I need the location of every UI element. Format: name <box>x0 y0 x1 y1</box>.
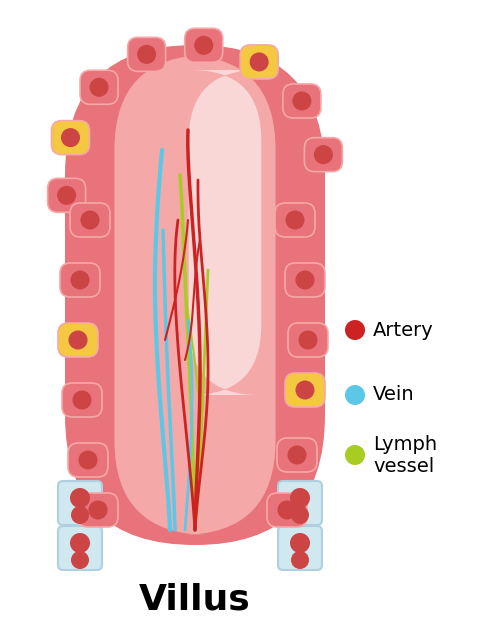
Circle shape <box>286 210 305 230</box>
Circle shape <box>70 488 90 508</box>
Circle shape <box>293 91 312 110</box>
Circle shape <box>194 36 213 55</box>
Circle shape <box>79 451 98 470</box>
FancyBboxPatch shape <box>62 383 102 417</box>
FancyBboxPatch shape <box>68 443 108 477</box>
Circle shape <box>291 551 309 569</box>
Circle shape <box>90 78 109 97</box>
FancyBboxPatch shape <box>52 121 90 155</box>
FancyBboxPatch shape <box>58 323 98 357</box>
FancyBboxPatch shape <box>285 263 325 297</box>
Circle shape <box>89 500 108 520</box>
FancyBboxPatch shape <box>48 178 86 212</box>
FancyBboxPatch shape <box>267 493 307 527</box>
Circle shape <box>296 381 315 399</box>
Circle shape <box>278 500 297 520</box>
FancyBboxPatch shape <box>185 28 223 63</box>
FancyBboxPatch shape <box>278 481 322 525</box>
Circle shape <box>71 551 89 569</box>
Circle shape <box>290 533 310 553</box>
Text: Artery: Artery <box>373 321 434 339</box>
FancyBboxPatch shape <box>275 203 315 237</box>
Text: Villus: Villus <box>139 583 251 617</box>
Text: Vein: Vein <box>373 386 415 404</box>
FancyBboxPatch shape <box>285 373 325 407</box>
Circle shape <box>299 331 318 349</box>
Circle shape <box>296 270 315 289</box>
Circle shape <box>70 533 90 553</box>
Circle shape <box>71 506 89 524</box>
FancyBboxPatch shape <box>283 84 321 118</box>
FancyBboxPatch shape <box>60 263 100 297</box>
FancyBboxPatch shape <box>305 138 342 172</box>
Circle shape <box>73 391 92 409</box>
Circle shape <box>81 210 100 230</box>
Circle shape <box>288 446 307 464</box>
Circle shape <box>57 186 76 205</box>
Circle shape <box>345 445 365 465</box>
Circle shape <box>249 53 269 71</box>
Circle shape <box>291 506 309 524</box>
FancyBboxPatch shape <box>78 493 118 527</box>
FancyBboxPatch shape <box>278 526 322 570</box>
Circle shape <box>69 331 88 349</box>
Circle shape <box>71 270 90 289</box>
FancyBboxPatch shape <box>288 323 328 357</box>
Circle shape <box>345 320 365 340</box>
FancyBboxPatch shape <box>58 481 102 525</box>
FancyBboxPatch shape <box>80 70 118 105</box>
Circle shape <box>290 488 310 508</box>
Circle shape <box>61 128 80 147</box>
FancyBboxPatch shape <box>65 45 325 545</box>
FancyBboxPatch shape <box>70 203 110 237</box>
FancyBboxPatch shape <box>128 38 166 71</box>
Circle shape <box>137 45 156 64</box>
FancyBboxPatch shape <box>58 526 102 570</box>
Circle shape <box>345 385 365 405</box>
Circle shape <box>314 145 333 164</box>
FancyBboxPatch shape <box>189 70 261 395</box>
FancyBboxPatch shape <box>240 45 278 79</box>
FancyBboxPatch shape <box>114 55 276 535</box>
Text: Lymph
vessel: Lymph vessel <box>373 434 437 476</box>
FancyBboxPatch shape <box>277 438 317 472</box>
